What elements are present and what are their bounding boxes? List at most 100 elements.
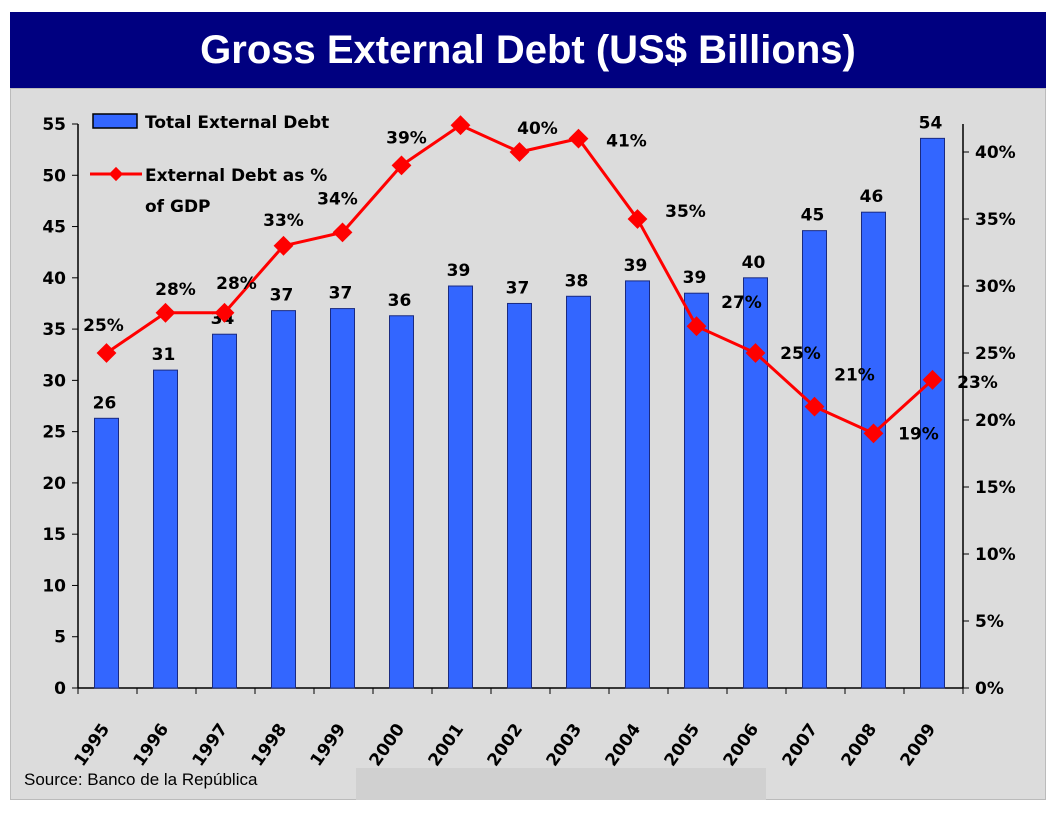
x-tick-label: 2007	[779, 720, 823, 770]
line-label: 34%	[317, 189, 358, 209]
x-tick-label: 1995	[71, 720, 115, 770]
bar-label: 37	[329, 284, 353, 304]
x-tick-label: 2008	[838, 720, 882, 770]
right-tick-label: 25%	[975, 344, 1016, 364]
left-tick-label: 35	[42, 320, 66, 340]
line-label: 28%	[155, 280, 196, 300]
legend-bar-swatch	[92, 113, 138, 129]
legend-label-line: External Debt as %	[145, 166, 327, 186]
line-label: 19%	[898, 424, 939, 444]
chart-title: Gross External Debt (US$ Billions)	[200, 27, 856, 72]
bar-label: 45	[801, 206, 825, 226]
line-label: 41%	[606, 132, 647, 152]
bar	[153, 369, 178, 689]
bar	[802, 230, 827, 689]
left-tick-label: 25	[42, 423, 66, 443]
x-tick-label: 2006	[720, 720, 764, 770]
line-marker	[155, 302, 176, 323]
left-tick-label: 10	[42, 576, 66, 596]
x-tick-label: 2002	[484, 720, 528, 770]
bar-label: 31	[152, 345, 176, 365]
bar-label: 38	[565, 271, 589, 291]
legend-label-line-2: of GDP	[145, 197, 211, 217]
bar	[212, 333, 237, 689]
line-marker	[273, 235, 294, 256]
left-tick-label: 40	[42, 269, 66, 289]
bar	[743, 277, 768, 689]
line-marker	[922, 369, 943, 390]
left-tick-label: 55	[42, 115, 66, 135]
line-label: 39%	[386, 128, 427, 148]
bar-label: 39	[683, 268, 707, 288]
line-marker	[391, 155, 412, 176]
bar	[625, 280, 650, 689]
bar	[507, 302, 532, 689]
legend-line-marker	[108, 166, 124, 182]
left-tick-label: 50	[42, 166, 66, 186]
right-tick-label: 35%	[975, 210, 1016, 230]
bar-label: 36	[388, 291, 412, 311]
line-marker	[863, 423, 884, 444]
left-tick-label: 0	[54, 679, 66, 699]
line-marker	[450, 115, 471, 136]
bar-label: 54	[919, 113, 943, 133]
bar	[861, 211, 886, 689]
x-tick-label: 1997	[189, 720, 233, 770]
line-label: 35%	[665, 202, 706, 222]
right-tick-label: 20%	[975, 411, 1016, 431]
line-label: 23%	[957, 373, 998, 393]
x-tick-label: 1996	[130, 720, 174, 770]
line-marker	[214, 302, 235, 323]
x-tick-label: 2003	[543, 720, 587, 770]
line-marker	[745, 343, 766, 363]
left-tick-label: 20	[42, 474, 66, 494]
right-tick-label: 15%	[975, 478, 1016, 498]
bar	[271, 310, 296, 689]
line-marker	[509, 142, 530, 162]
line-label: 25%	[780, 344, 821, 364]
x-tick-label: 2009	[897, 720, 941, 770]
right-tick-label: 10%	[975, 545, 1016, 565]
bar	[94, 417, 119, 689]
line-label: 25%	[83, 316, 124, 336]
x-tick-label: 2000	[366, 720, 410, 770]
bar-label: 40	[742, 253, 766, 273]
left-tick-label: 5	[54, 628, 66, 648]
title-bar: Gross External Debt (US$ Billions)	[10, 12, 1046, 88]
bar	[566, 295, 591, 689]
line-marker	[96, 343, 117, 363]
right-tick-label: 0%	[975, 679, 1004, 699]
bar-label: 46	[860, 187, 884, 207]
bar-label: 26	[93, 393, 117, 413]
x-tick-label: 1999	[307, 720, 351, 770]
bar	[684, 292, 709, 689]
line-marker	[332, 222, 353, 243]
line-marker	[686, 316, 707, 337]
line-label: 21%	[834, 366, 875, 386]
line-marker	[804, 396, 825, 417]
x-tick-label: 2005	[661, 720, 705, 770]
right-tick-label: 5%	[975, 612, 1004, 632]
right-tick-label: 40%	[975, 143, 1016, 163]
bar	[330, 308, 355, 689]
line-label: 40%	[517, 119, 558, 139]
bar	[920, 137, 945, 689]
left-tick-label: 45	[42, 218, 66, 238]
bar-label: 37	[506, 278, 530, 298]
line-label: 28%	[216, 274, 257, 294]
line-label: 27%	[721, 293, 762, 313]
legend-label-bars: Total External Debt	[145, 113, 329, 133]
left-tick-label: 30	[42, 371, 66, 391]
x-tick-label: 2001	[425, 720, 469, 770]
bar-label: 37	[270, 286, 294, 306]
x-tick-label: 2004	[602, 720, 646, 770]
line-label: 33%	[263, 211, 304, 231]
source-note: Source: Banco de la República	[24, 770, 258, 789]
bar	[448, 285, 473, 689]
bar	[389, 315, 414, 689]
left-tick-label: 15	[42, 525, 66, 545]
right-tick-label: 30%	[975, 277, 1016, 297]
bar-label: 39	[624, 256, 648, 276]
redacted-area	[356, 768, 766, 800]
